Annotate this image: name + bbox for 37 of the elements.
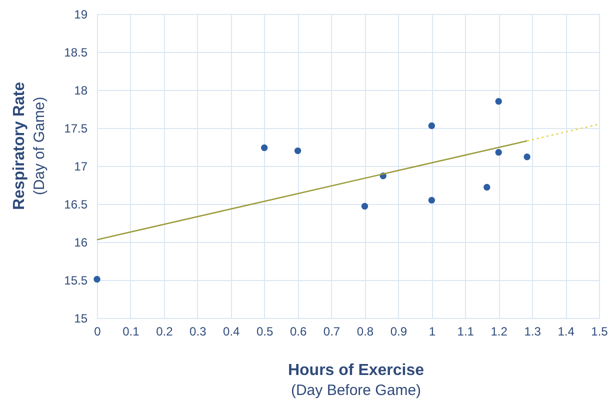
x-tick-label: 0.6 <box>290 324 307 338</box>
y-tick-label: 15.5 <box>64 274 88 288</box>
point <box>94 276 100 283</box>
point <box>294 147 302 154</box>
y-tick-label: 18.5 <box>64 46 88 60</box>
x-tick-label: 0.9 <box>390 324 408 338</box>
x-tick-label: 0.4 <box>223 324 240 338</box>
point <box>524 154 530 160</box>
x-tick-label: 0 <box>94 324 102 338</box>
y-tick-label: 16.5 <box>64 198 88 212</box>
point <box>361 202 368 210</box>
x-tick-label: 0.3 <box>190 324 207 338</box>
y-tick-label: 15 <box>74 312 88 326</box>
x-tick-label: 1 <box>428 324 436 338</box>
point <box>484 184 490 191</box>
x-axis-title: Hours of Exercise (Day Before Game) <box>288 362 424 399</box>
y-tick-label: 17.5 <box>64 122 88 136</box>
y-tick-label: 19 <box>74 8 88 22</box>
point <box>260 144 268 152</box>
point <box>428 196 436 204</box>
x-tick-label: 0.7 <box>323 324 340 338</box>
y-axis-title: Respiratory Rate (Day of Game) <box>11 82 48 210</box>
x-tick-label: 1.1 <box>457 324 474 338</box>
x-tick-label: 1.5 <box>591 324 608 338</box>
x-tick-label: 0.1 <box>122 324 140 338</box>
x-tick-label: 1.3 <box>524 324 542 338</box>
x-tick-label: 1.4 <box>558 324 575 338</box>
y-tick-label: 18 <box>74 84 88 98</box>
point <box>495 148 502 156</box>
y-tick-label: 17 <box>74 160 88 174</box>
point <box>428 122 436 130</box>
x-tick-label: 1.2 <box>490 324 508 338</box>
point <box>495 98 502 105</box>
y-tick-label: 16 <box>74 236 88 250</box>
x-tick-label: 0.8 <box>356 324 374 338</box>
x-tick-label: 0.2 <box>156 324 174 338</box>
x-tick-label: 0.5 <box>256 324 274 338</box>
